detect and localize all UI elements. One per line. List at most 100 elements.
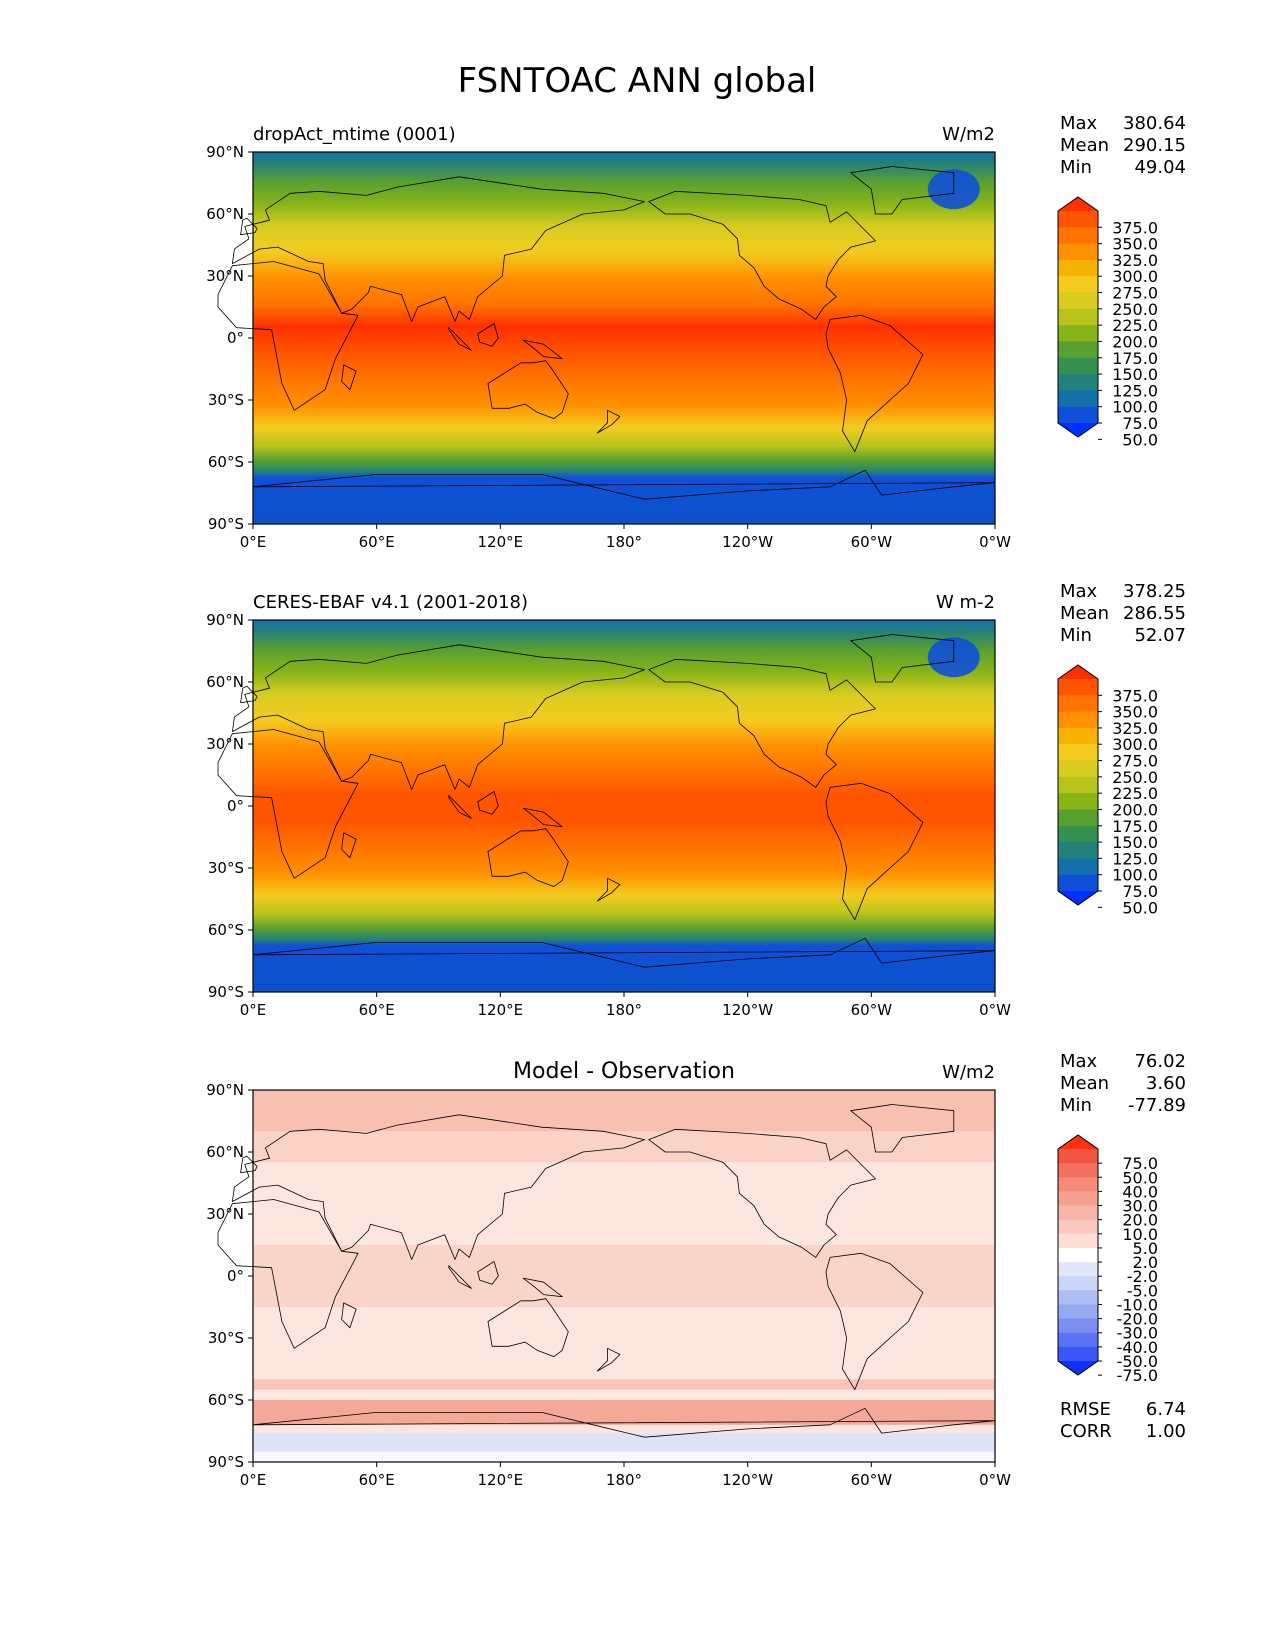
lon-tick-label: 180° xyxy=(606,1001,642,1019)
colorbar-swatch xyxy=(1058,1346,1098,1362)
colorbar-tick-label: 325.0 xyxy=(1112,251,1158,270)
stat-value: 286.55 xyxy=(1123,603,1186,624)
units-label: W/m2 xyxy=(942,1062,995,1083)
colorbar-tick-label: 75.0 xyxy=(1122,1154,1158,1173)
colorbar-tick-label: 200.0 xyxy=(1112,332,1158,351)
lon-tick-label: 60°E xyxy=(359,1471,395,1489)
colorbar-tick-label: 200.0 xyxy=(1112,800,1158,819)
stat-value: 378.25 xyxy=(1123,581,1186,602)
colorbar-swatch xyxy=(1058,357,1098,375)
colorbar-tick-label: 300.0 xyxy=(1112,267,1158,286)
colorbar-swatch xyxy=(1058,325,1098,342)
stat-value: 1.00 xyxy=(1146,1421,1186,1442)
colorbar-swatch xyxy=(1058,1290,1098,1305)
colorbar-swatch xyxy=(1058,679,1098,696)
colorbar-tick-label: -10.0 xyxy=(1117,1295,1158,1314)
colorbar-swatch xyxy=(1058,760,1098,778)
colorbar-tick-label: 10.0 xyxy=(1122,1225,1158,1244)
stat-label: Mean xyxy=(1060,135,1109,156)
colorbar-tick-label: -40.0 xyxy=(1117,1338,1158,1357)
colorbar-tick-label: 225.0 xyxy=(1112,784,1158,803)
colorbar-tick-label: 150.0 xyxy=(1112,365,1158,384)
colorbar-swatch xyxy=(1058,1163,1098,1178)
lon-tick-label: 120°E xyxy=(478,533,524,551)
colorbar-extend-max xyxy=(1058,1135,1098,1149)
stat-label: CORR xyxy=(1060,1421,1112,1442)
colorbar-tick-label: 275.0 xyxy=(1112,284,1158,303)
colorbar-swatch xyxy=(1058,1304,1098,1320)
colorbar-tick-label: 225.0 xyxy=(1112,316,1158,335)
stat-value: 52.07 xyxy=(1134,625,1186,646)
colorbar-tick-label: 375.0 xyxy=(1112,218,1158,237)
lat-tick-label: 30°S xyxy=(208,1329,244,1347)
stat-value: 290.15 xyxy=(1123,135,1186,156)
panel-left-title: dropAct_mtime (0001) xyxy=(253,124,456,145)
lon-tick-label: 60°E xyxy=(359,1001,395,1019)
colorbar-tick-label: 300.0 xyxy=(1112,735,1158,754)
colorbar-swatch xyxy=(1058,744,1098,762)
panel-model: 90°N 60°N 30°N 0° 30°S 60°S 90°S0°E 60°E 120°E 18… xyxy=(206,113,1186,551)
lat-tick-label: 90°S xyxy=(208,515,244,533)
colorbar-extend-min xyxy=(1058,891,1098,905)
lat-tick-label: 0° xyxy=(227,329,244,347)
colorbar-swatch xyxy=(1058,211,1098,228)
colorbar-tick-label: 50.0 xyxy=(1122,430,1158,449)
colorbar-tick-label: 125.0 xyxy=(1112,381,1158,400)
lon-tick-label: 0°W xyxy=(979,1471,1011,1489)
lon-tick-label: 0°W xyxy=(979,1001,1011,1019)
colorbar-swatch xyxy=(1058,259,1098,277)
colorbar-extend-min xyxy=(1058,423,1098,437)
panel-obs: 90°N 60°N 30°N 0° 30°S 60°S 90°S0°E 60°E 120°E 18… xyxy=(206,581,1186,1019)
colorbar-tick-label: 350.0 xyxy=(1112,703,1158,722)
colorbar-swatch xyxy=(1058,842,1098,859)
panel-diff: 90°N 60°N 30°N 0° 30°S 60°S 90°S0°E 60°E 120°E 18… xyxy=(206,1051,1186,1489)
colorbar: 75.050.040.030.020.010.05.02.0-2.0-5.0-1… xyxy=(1057,1134,1158,1385)
colorbar: 375.0350.0325.0300.0275.0250.0225.0200.0… xyxy=(1057,196,1158,449)
colorbar-swatch xyxy=(1058,1318,1098,1334)
colorbar-swatch xyxy=(1058,374,1098,391)
units-label: W m-2 xyxy=(936,592,995,613)
stat-label: Mean xyxy=(1060,1073,1109,1094)
colorbar-tick-label: -75.0 xyxy=(1117,1366,1158,1385)
colorbar-tick-label: 100.0 xyxy=(1112,398,1158,417)
colorbar-swatch xyxy=(1058,308,1098,326)
colorbar-tick-label: 175.0 xyxy=(1112,349,1158,368)
stat-label: Mean xyxy=(1060,603,1109,624)
colorbar-extend-min xyxy=(1058,1361,1098,1375)
colorbar-tick-label: 125.0 xyxy=(1112,849,1158,868)
colorbar-tick-label: 2.0 xyxy=(1133,1253,1158,1272)
colorbar-swatch xyxy=(1058,1149,1098,1164)
coastlines xyxy=(217,166,996,500)
stat-label: Min xyxy=(1060,625,1092,646)
colorbar-swatch xyxy=(1058,292,1098,310)
colorbar-extend-max xyxy=(1058,197,1098,211)
colorbar-swatch xyxy=(1058,776,1098,794)
colorbar-tick-label: 175.0 xyxy=(1112,817,1158,836)
stat-value: 76.02 xyxy=(1134,1051,1186,1072)
stat-value: 49.04 xyxy=(1134,157,1186,178)
lon-tick-label: 60°W xyxy=(851,1001,893,1019)
colorbar-tick-label: 5.0 xyxy=(1133,1239,1158,1258)
colorbar-swatch xyxy=(1058,1233,1098,1249)
colorbar-tick-label: 250.0 xyxy=(1112,768,1158,787)
lat-tick-label: 90°S xyxy=(208,1453,244,1471)
lon-tick-label: 0°W xyxy=(979,533,1011,551)
lat-tick-label: 60°N xyxy=(206,205,244,223)
lon-tick-label: 0°E xyxy=(240,533,267,551)
lat-tick-label: 90°N xyxy=(206,1081,244,1099)
lat-tick-label: 90°N xyxy=(206,611,244,629)
lon-tick-label: 60°E xyxy=(359,533,395,551)
units-label: W/m2 xyxy=(942,124,995,145)
colorbar-tick-label: -50.0 xyxy=(1117,1352,1158,1371)
lon-tick-label: 120°E xyxy=(478,1471,524,1489)
panel-center-title: Model - Observation xyxy=(513,1059,735,1084)
lon-tick-label: 120°W xyxy=(722,533,773,551)
stat-label: Max xyxy=(1060,113,1098,134)
lat-tick-label: 60°S xyxy=(208,453,244,471)
colorbar-tick-label: 350.0 xyxy=(1112,235,1158,254)
colorbar-swatch xyxy=(1058,727,1098,745)
figure-title: FSNTOAC ANN global xyxy=(458,61,817,101)
colorbar-swatch xyxy=(1058,1219,1098,1235)
lon-tick-label: 60°W xyxy=(851,533,893,551)
stat-label: Max xyxy=(1060,1051,1098,1072)
